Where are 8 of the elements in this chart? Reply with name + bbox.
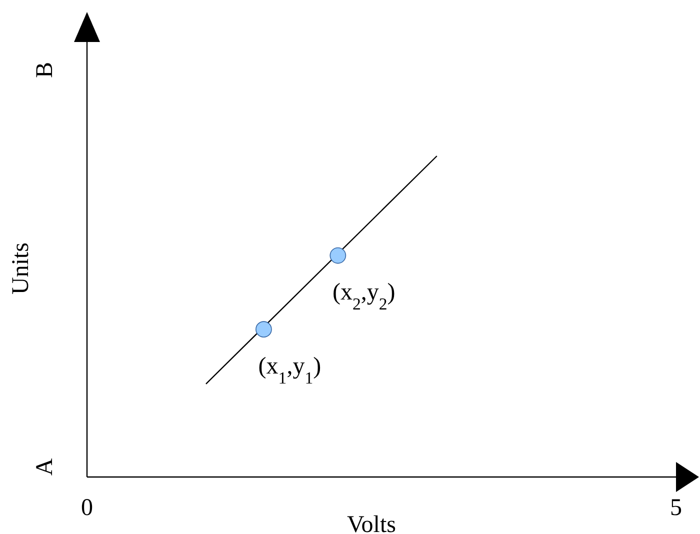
x-tick-label: 5 [670, 495, 682, 521]
annotation: (x$_{1}$,y$_{1}$) [258, 353, 322, 387]
x-axis-title: Volts [347, 512, 396, 534]
annotation: (x$_{2}$,y$_{2}$) [332, 280, 396, 314]
text: B [32, 62, 58, 78]
y-axis-title: Units [8, 242, 34, 295]
x-tick-label: 0 [81, 495, 93, 521]
text: A [32, 458, 58, 476]
